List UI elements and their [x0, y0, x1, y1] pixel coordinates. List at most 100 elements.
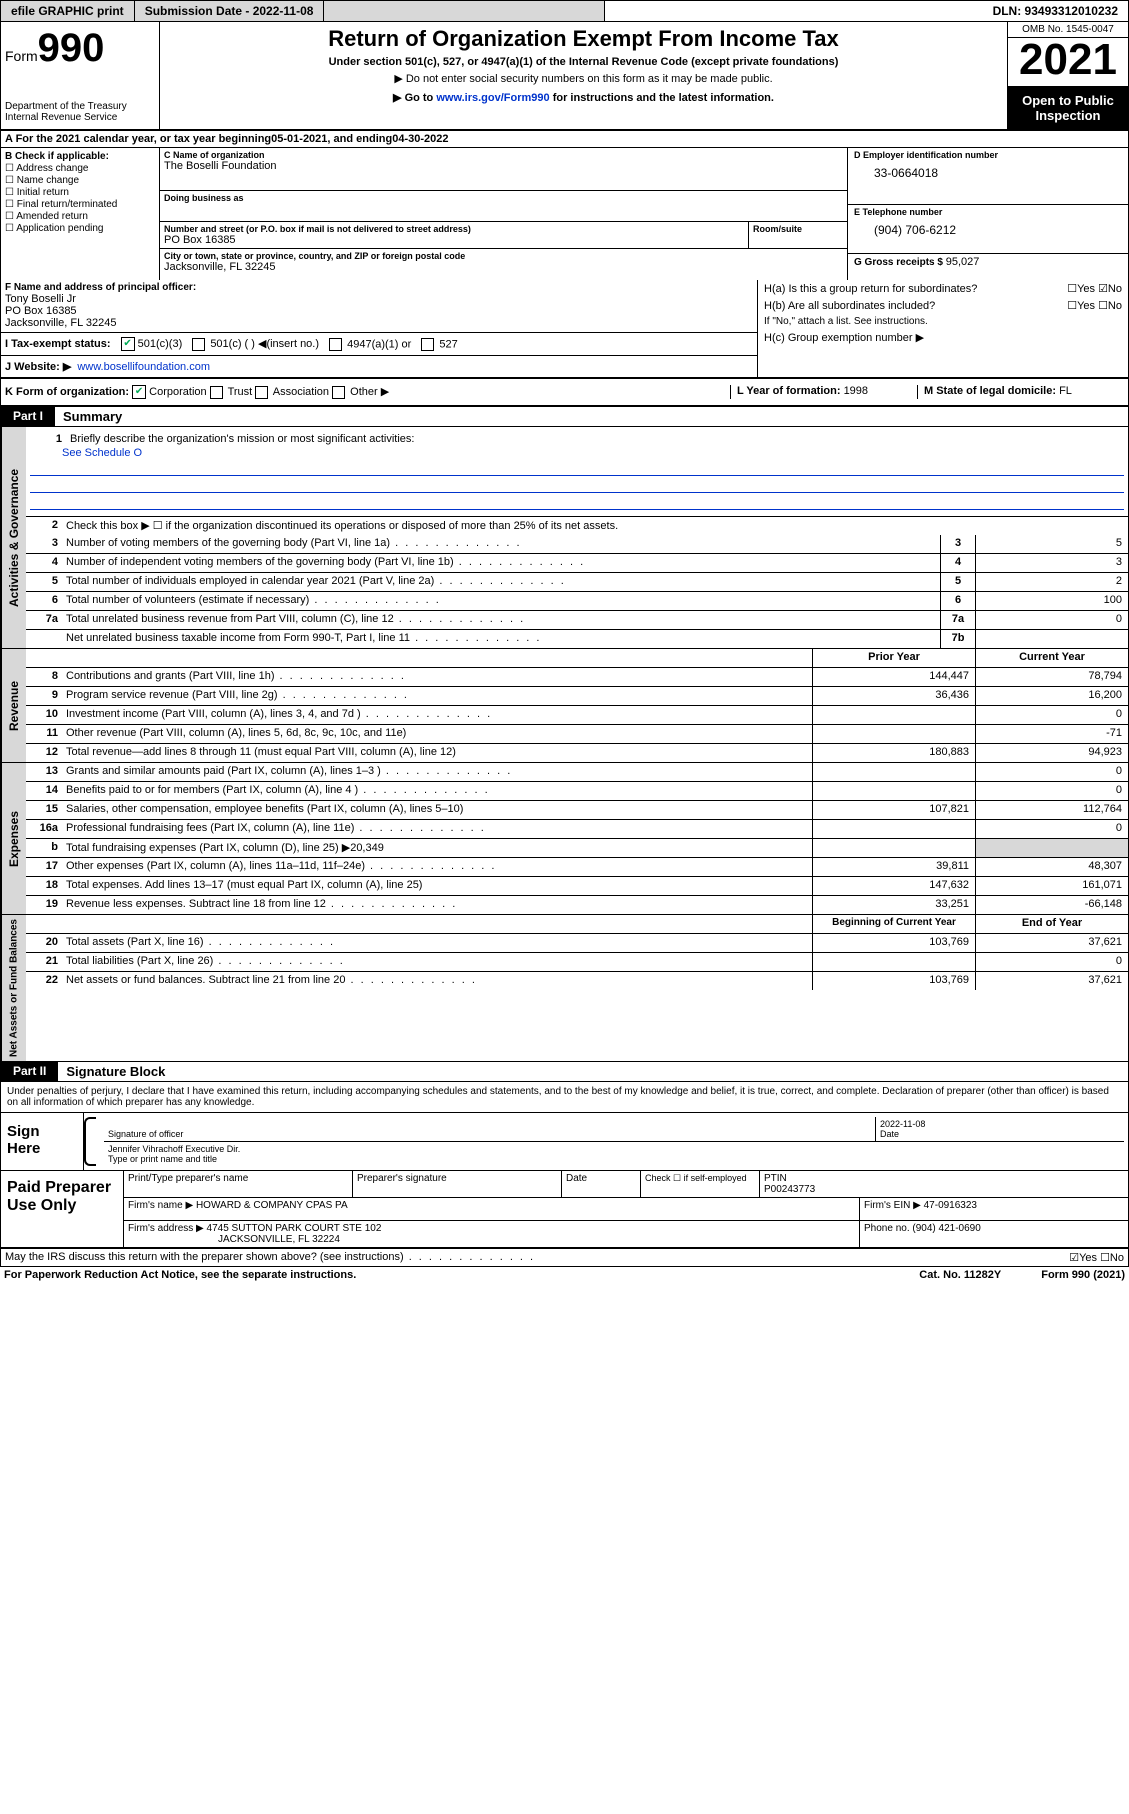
b-initial-return[interactable]: ☐ Initial return [5, 187, 155, 198]
preparer-sig-hdr: Preparer's signature [353, 1171, 562, 1197]
see-schedule-o[interactable]: See Schedule O [62, 447, 142, 459]
curr-year-hdr: Current Year [975, 649, 1128, 667]
efile-print-button[interactable]: efile GRAPHIC print [1, 1, 135, 21]
ln17-txt: Other expenses (Part IX, column (A), lin… [62, 858, 812, 876]
b-address-change[interactable]: ☐ Address change [5, 163, 155, 174]
b-name-change[interactable]: ☐ Name change [5, 175, 155, 186]
addr-lbl: Firm's address ▶ [128, 1223, 204, 1234]
ln3-num: 3 [26, 535, 62, 553]
sig-name-line: Jennifer Vihrachoff Executive Dir.Type o… [104, 1142, 1124, 1166]
form-sub1: Under section 501(c), 527, or 4947(a)(1)… [166, 56, 1001, 68]
city-val: Jacksonville, FL 32245 [164, 261, 843, 273]
pra-notice: For Paperwork Reduction Act Notice, see … [4, 1269, 879, 1281]
line-3: 3Number of voting members of the governi… [26, 535, 1128, 554]
b-amended[interactable]: ☐ Amended return [5, 211, 155, 222]
h-a: H(a) Is this a group return for subordin… [758, 280, 1128, 297]
ag-content: 1Briefly describe the organization's mis… [26, 427, 1128, 648]
sig-date-lbl: Date [880, 1129, 1120, 1139]
sig-officer: Signature of officer [104, 1117, 875, 1141]
ln14-num: 14 [26, 782, 62, 800]
h-c: H(c) Group exemption number ▶ [758, 329, 1128, 346]
i-4947[interactable]: 4947(a)(1) or [329, 338, 411, 351]
hb-label: H(b) Are all subordinates included? [764, 300, 1067, 312]
firm-lbl: Firm's name ▶ [128, 1200, 193, 1211]
i-o4: 527 [439, 338, 457, 350]
addr1: 4745 SUTTON PARK COURT STE 102 [207, 1223, 382, 1234]
i-527[interactable]: 527 [421, 338, 457, 351]
i-label: I Tax-exempt status: [5, 338, 111, 350]
part1-tag: Part I [1, 407, 55, 426]
k-trust[interactable]: Trust [210, 386, 253, 398]
paid-grid: Print/Type preparer's name Preparer's si… [124, 1171, 1128, 1247]
blank [26, 915, 62, 933]
d-ein: D Employer identification number 33-0664… [848, 148, 1128, 205]
blank [62, 649, 812, 667]
ln3-box: 3 [940, 535, 975, 553]
sign-here-label: Sign Here [1, 1113, 84, 1170]
ln16a-curr: 0 [975, 820, 1128, 838]
dept-treasury: Department of the Treasury [5, 101, 155, 112]
hb-yn[interactable]: ☐Yes ☐No [1067, 299, 1122, 312]
f-label: F Name and address of principal officer: [5, 282, 753, 293]
l-val: 1998 [844, 385, 868, 397]
sig-declaration: Under penalties of perjury, I declare th… [1, 1082, 1128, 1113]
ln9-prior: 36,436 [812, 687, 975, 705]
form-sub2: ▶ Do not enter social security numbers o… [166, 72, 1001, 85]
ln11-prior [812, 725, 975, 743]
ln20-num: 20 [26, 934, 62, 952]
ha-yn[interactable]: ☐Yes ☑No [1067, 282, 1122, 295]
website-link[interactable]: www.bosellifoundation.com [77, 361, 210, 373]
k-left: K Form of organization: Corporation Trus… [5, 385, 730, 399]
ln12-num: 12 [26, 744, 62, 762]
self-employed[interactable]: Check ☐ if self-employed [641, 1171, 760, 1197]
ln14-txt: Benefits paid to or for members (Part IX… [62, 782, 812, 800]
paid-row-2: Firm's name ▶ HOWARD & COMPANY CPAS PA F… [124, 1198, 1128, 1221]
ln22-end: 37,621 [975, 972, 1128, 990]
line-13: 13Grants and similar amounts paid (Part … [26, 763, 1128, 782]
ln16b-prior [812, 839, 975, 857]
activities-governance: Activities & Governance 1Briefly describ… [0, 427, 1129, 649]
officer-street: PO Box 16385 [5, 305, 753, 317]
ln15-txt: Salaries, other compensation, employee b… [62, 801, 812, 819]
ln7a-val: 0 [975, 611, 1128, 629]
irs-link[interactable]: www.irs.gov/Form990 [436, 92, 549, 104]
k-o1: Trust [228, 386, 253, 398]
sig-date-val: 2022-11-08 [880, 1119, 1120, 1129]
line-4: 4Number of independent voting members of… [26, 554, 1128, 573]
row-a-end: 04-30-2022 [392, 133, 448, 145]
header-right: OMB No. 1545-0047 2021 Open to Public In… [1007, 22, 1128, 129]
mission-line [30, 461, 1124, 476]
m-label: M State of legal domicile: [924, 385, 1059, 397]
ln15-curr: 112,764 [975, 801, 1128, 819]
k-corp[interactable]: Corporation [132, 386, 207, 398]
ln13-num: 13 [26, 763, 62, 781]
ln11-curr: -71 [975, 725, 1128, 743]
ln10-curr: 0 [975, 706, 1128, 724]
discuss-q: May the IRS discuss this return with the… [5, 1251, 1069, 1264]
discuss-yn[interactable]: ☑Yes ☐No [1069, 1251, 1124, 1264]
i-o2: 501(c) ( ) ◀(insert no.) [210, 338, 319, 350]
ln6-val: 100 [975, 592, 1128, 610]
line-7b: Net unrelated business taxable income fr… [26, 630, 1128, 648]
irs: Internal Revenue Service [5, 112, 155, 123]
i-501c[interactable]: 501(c) ( ) ◀(insert no.) [192, 337, 319, 351]
section-fhi: F Name and address of principal officer:… [0, 280, 1129, 379]
ln10-txt: Investment income (Part VIII, column (A)… [62, 706, 812, 724]
ln8-prior: 144,447 [812, 668, 975, 686]
k-o3: Other ▶ [350, 386, 389, 398]
b-application-pending[interactable]: ☐ Application pending [5, 223, 155, 234]
ln5-txt: Total number of individuals employed in … [62, 573, 940, 591]
line-5: 5Total number of individuals employed in… [26, 573, 1128, 592]
i-tax-status: I Tax-exempt status: 501(c)(3) 501(c) ( … [1, 333, 757, 356]
ln7b-num [26, 630, 62, 648]
ln17-num: 17 [26, 858, 62, 876]
k-right: M State of legal domicile: FL [917, 385, 1124, 399]
c-street: Number and street (or P.O. box if mail i… [160, 222, 749, 248]
i-501c3[interactable]: 501(c)(3) [121, 337, 183, 351]
ln5-val: 2 [975, 573, 1128, 591]
k-other[interactable]: Other ▶ [332, 386, 389, 398]
k-assoc[interactable]: Association [255, 386, 329, 398]
topbar: efile GRAPHIC print Submission Date - 20… [0, 0, 1129, 22]
k-mid: L Year of formation: 1998 [730, 385, 917, 399]
b-final-return[interactable]: ☐ Final return/terminated [5, 199, 155, 210]
